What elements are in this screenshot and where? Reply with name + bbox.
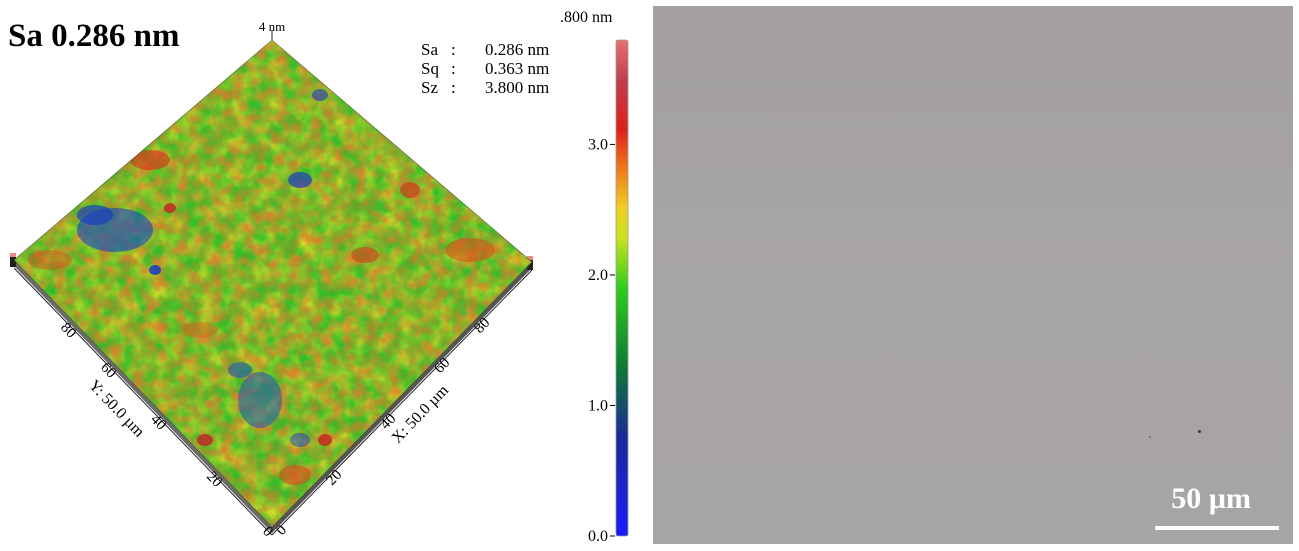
scale-bar-label: 50 µm	[1171, 482, 1251, 515]
stat-colon: :	[451, 40, 456, 59]
stat-value: 0.286 nm	[485, 40, 550, 59]
scale-max-label: 3.800 nm	[560, 9, 613, 26]
surface-speck	[1198, 430, 1201, 433]
afm-surface-3d: 4 nm 80 60 40 20 0 Y: 50.0 µm 80 60 40 2…	[10, 19, 533, 541]
surface-speck	[1149, 436, 1151, 438]
stat-name: Sz	[421, 78, 438, 97]
stat-row-sa: Sa : 0.286 nm	[421, 40, 549, 59]
stat-value: 0.363 nm	[485, 59, 550, 78]
stat-row-sz: Sz : 3.800 nm	[421, 78, 549, 97]
roughness-stats: Sa : 0.286 nm Sq : 0.363 nm Sz : 3.800 n…	[421, 40, 549, 97]
height-color-scale: 3.800 nm 3.0 2.0 1.0 0.0	[560, 9, 629, 545]
scale-tick-label: 0.0	[588, 528, 608, 545]
stat-value: 3.800 nm	[485, 78, 550, 97]
y-tick: 0	[259, 524, 276, 541]
scale-tick-label: 2.0	[588, 267, 608, 284]
surface-box-edges	[10, 30, 533, 536]
stat-row-sq: Sq : 0.363 nm	[421, 59, 549, 78]
stat-name: Sa	[421, 40, 438, 59]
scale-tick-label: 3.0	[588, 136, 608, 153]
scale-tick-label: 1.0	[588, 397, 608, 414]
stat-colon: :	[451, 78, 456, 97]
surface-texture	[14, 40, 532, 527]
surface-title: Sa 0.286 nm	[8, 18, 180, 54]
stat-colon: :	[451, 59, 456, 78]
z-top-label: 4 nm	[259, 19, 285, 34]
scale-gradient-bar	[615, 39, 629, 537]
stat-name: Sq	[421, 59, 439, 78]
scale-bar	[1155, 526, 1279, 530]
optical-micrograph: 50 µm	[653, 6, 1293, 544]
